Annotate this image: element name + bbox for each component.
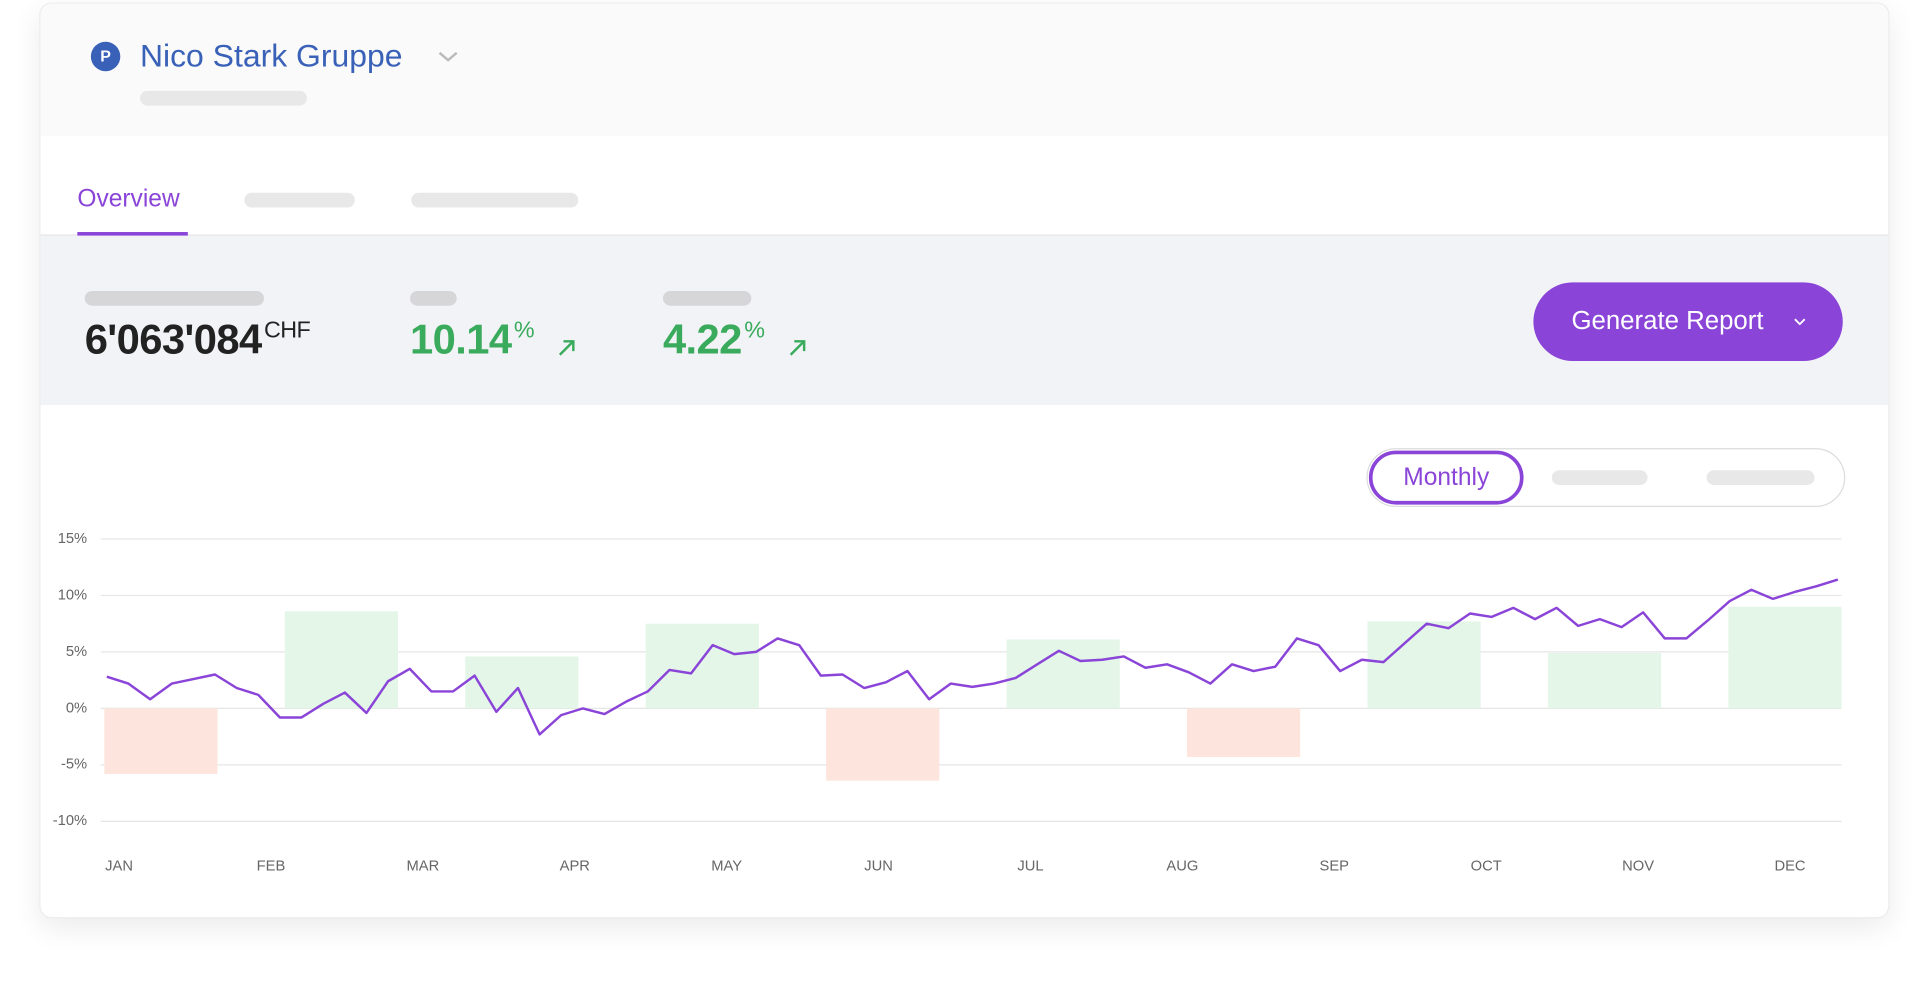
x-tick-label: MAR — [407, 859, 440, 875]
bar — [645, 623, 759, 709]
generate-report-button[interactable]: Generate Report — [1533, 282, 1843, 361]
card: P Nico Stark Gruppe Overview 6'063'084 CH… — [39, 2, 1890, 919]
x-tick-label: JUL — [1017, 859, 1043, 875]
metric-unit: % — [744, 317, 765, 344]
placeholder[interactable] — [1551, 470, 1648, 485]
header: P Nico Stark Gruppe — [40, 3, 1889, 137]
placeholder — [410, 290, 457, 306]
placeholder — [139, 90, 307, 106]
toggle-option[interactable]: Monthly — [1368, 450, 1524, 505]
y-tick-label: -10% — [53, 813, 87, 829]
y-tick-label: 5% — [66, 644, 87, 660]
x-tick-label: OCT — [1471, 859, 1502, 875]
x-tick-label: DEC — [1774, 859, 1805, 875]
bar — [1547, 653, 1662, 709]
up-arrow — [558, 340, 575, 356]
x-tick-label: AUG — [1166, 859, 1198, 875]
metric: 6'063'084 CHF — [84, 316, 311, 365]
placeholder[interactable] — [411, 192, 579, 208]
metric-value: 6'063'084 — [84, 316, 262, 364]
tabs: Overview — [40, 136, 1889, 236]
x-tick-label: NOV — [1622, 859, 1654, 875]
x-tick-label: JUN — [864, 859, 893, 875]
x-tick-label: APR — [560, 859, 590, 875]
metric-unit: CHF — [264, 317, 311, 344]
tab[interactable]: Overview — [77, 185, 180, 213]
bar — [284, 611, 398, 709]
y-tick-label: 0% — [66, 700, 87, 716]
metric-unit: % — [513, 317, 535, 344]
x-tick-label: JAN — [105, 859, 133, 875]
tab-indicator — [77, 232, 188, 236]
line — [106, 578, 1839, 736]
group-title[interactable]: Nico Stark Gruppe — [139, 36, 403, 74]
bar — [1187, 708, 1301, 757]
metric-value: 10.14 — [410, 316, 512, 364]
placeholder — [662, 290, 752, 306]
button-caret — [1794, 318, 1806, 326]
bar — [1728, 606, 1842, 709]
metric: 4.22% — [662, 316, 765, 365]
bar — [826, 708, 940, 781]
metric-value: 4.22 — [662, 316, 742, 364]
x-tick-label: MAY — [711, 859, 742, 875]
bar — [1367, 621, 1481, 709]
placeholder[interactable] — [244, 192, 355, 208]
metrics: 6'063'084 CHF 10.14% 4.22% Generate Repor… — [40, 235, 1889, 406]
x-tick-label: SEP — [1320, 859, 1350, 875]
bar — [465, 656, 579, 709]
bar — [104, 708, 218, 774]
up-arrow — [789, 340, 806, 356]
dropdown-caret[interactable] — [436, 48, 461, 65]
placeholder[interactable] — [1706, 470, 1815, 485]
x-tick-label: FEB — [257, 859, 286, 875]
placeholder — [84, 290, 264, 306]
button-label: Generate Report — [1571, 306, 1764, 336]
metric: 10.14% — [410, 316, 535, 365]
bar — [1006, 639, 1120, 709]
period-toggle: Monthly — [1366, 448, 1846, 508]
y-tick-label: 10% — [58, 587, 87, 603]
badge: P — [90, 41, 121, 72]
y-tick-label: 15% — [58, 531, 87, 547]
y-tick-label: -5% — [61, 757, 87, 773]
